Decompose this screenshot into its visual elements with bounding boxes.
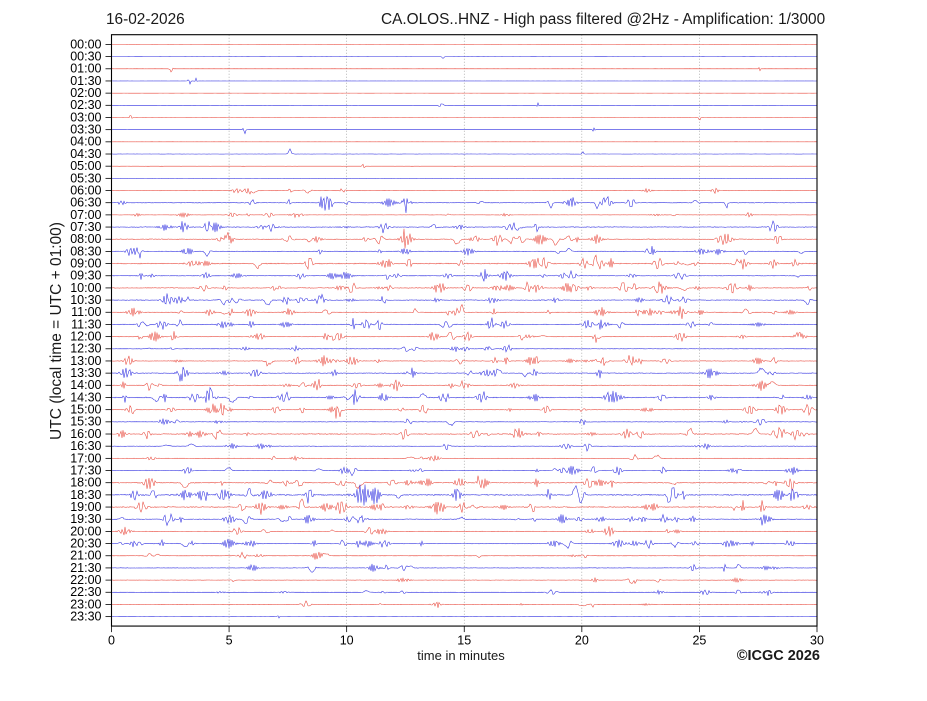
svg-text:10: 10: [340, 634, 354, 648]
svg-text:25: 25: [692, 634, 706, 648]
svg-text:©ICGC 2026: ©ICGC 2026: [737, 648, 820, 664]
svg-text:20: 20: [575, 634, 589, 648]
svg-text:UTC (local time = UTC + 01:00): UTC (local time = UTC + 01:00): [48, 222, 65, 440]
svg-text:time in minutes: time in minutes: [417, 648, 505, 663]
svg-text:0: 0: [108, 634, 115, 648]
svg-text:16-02-2026: 16-02-2026: [106, 11, 185, 28]
svg-text:30: 30: [810, 634, 824, 648]
svg-text:15: 15: [457, 634, 471, 648]
svg-text:CA.OLOS..HNZ - High pass filte: CA.OLOS..HNZ - High pass filtered @2Hz -…: [381, 11, 825, 28]
svg-text:5: 5: [226, 634, 233, 648]
svg-text:23:30: 23:30: [70, 610, 101, 624]
